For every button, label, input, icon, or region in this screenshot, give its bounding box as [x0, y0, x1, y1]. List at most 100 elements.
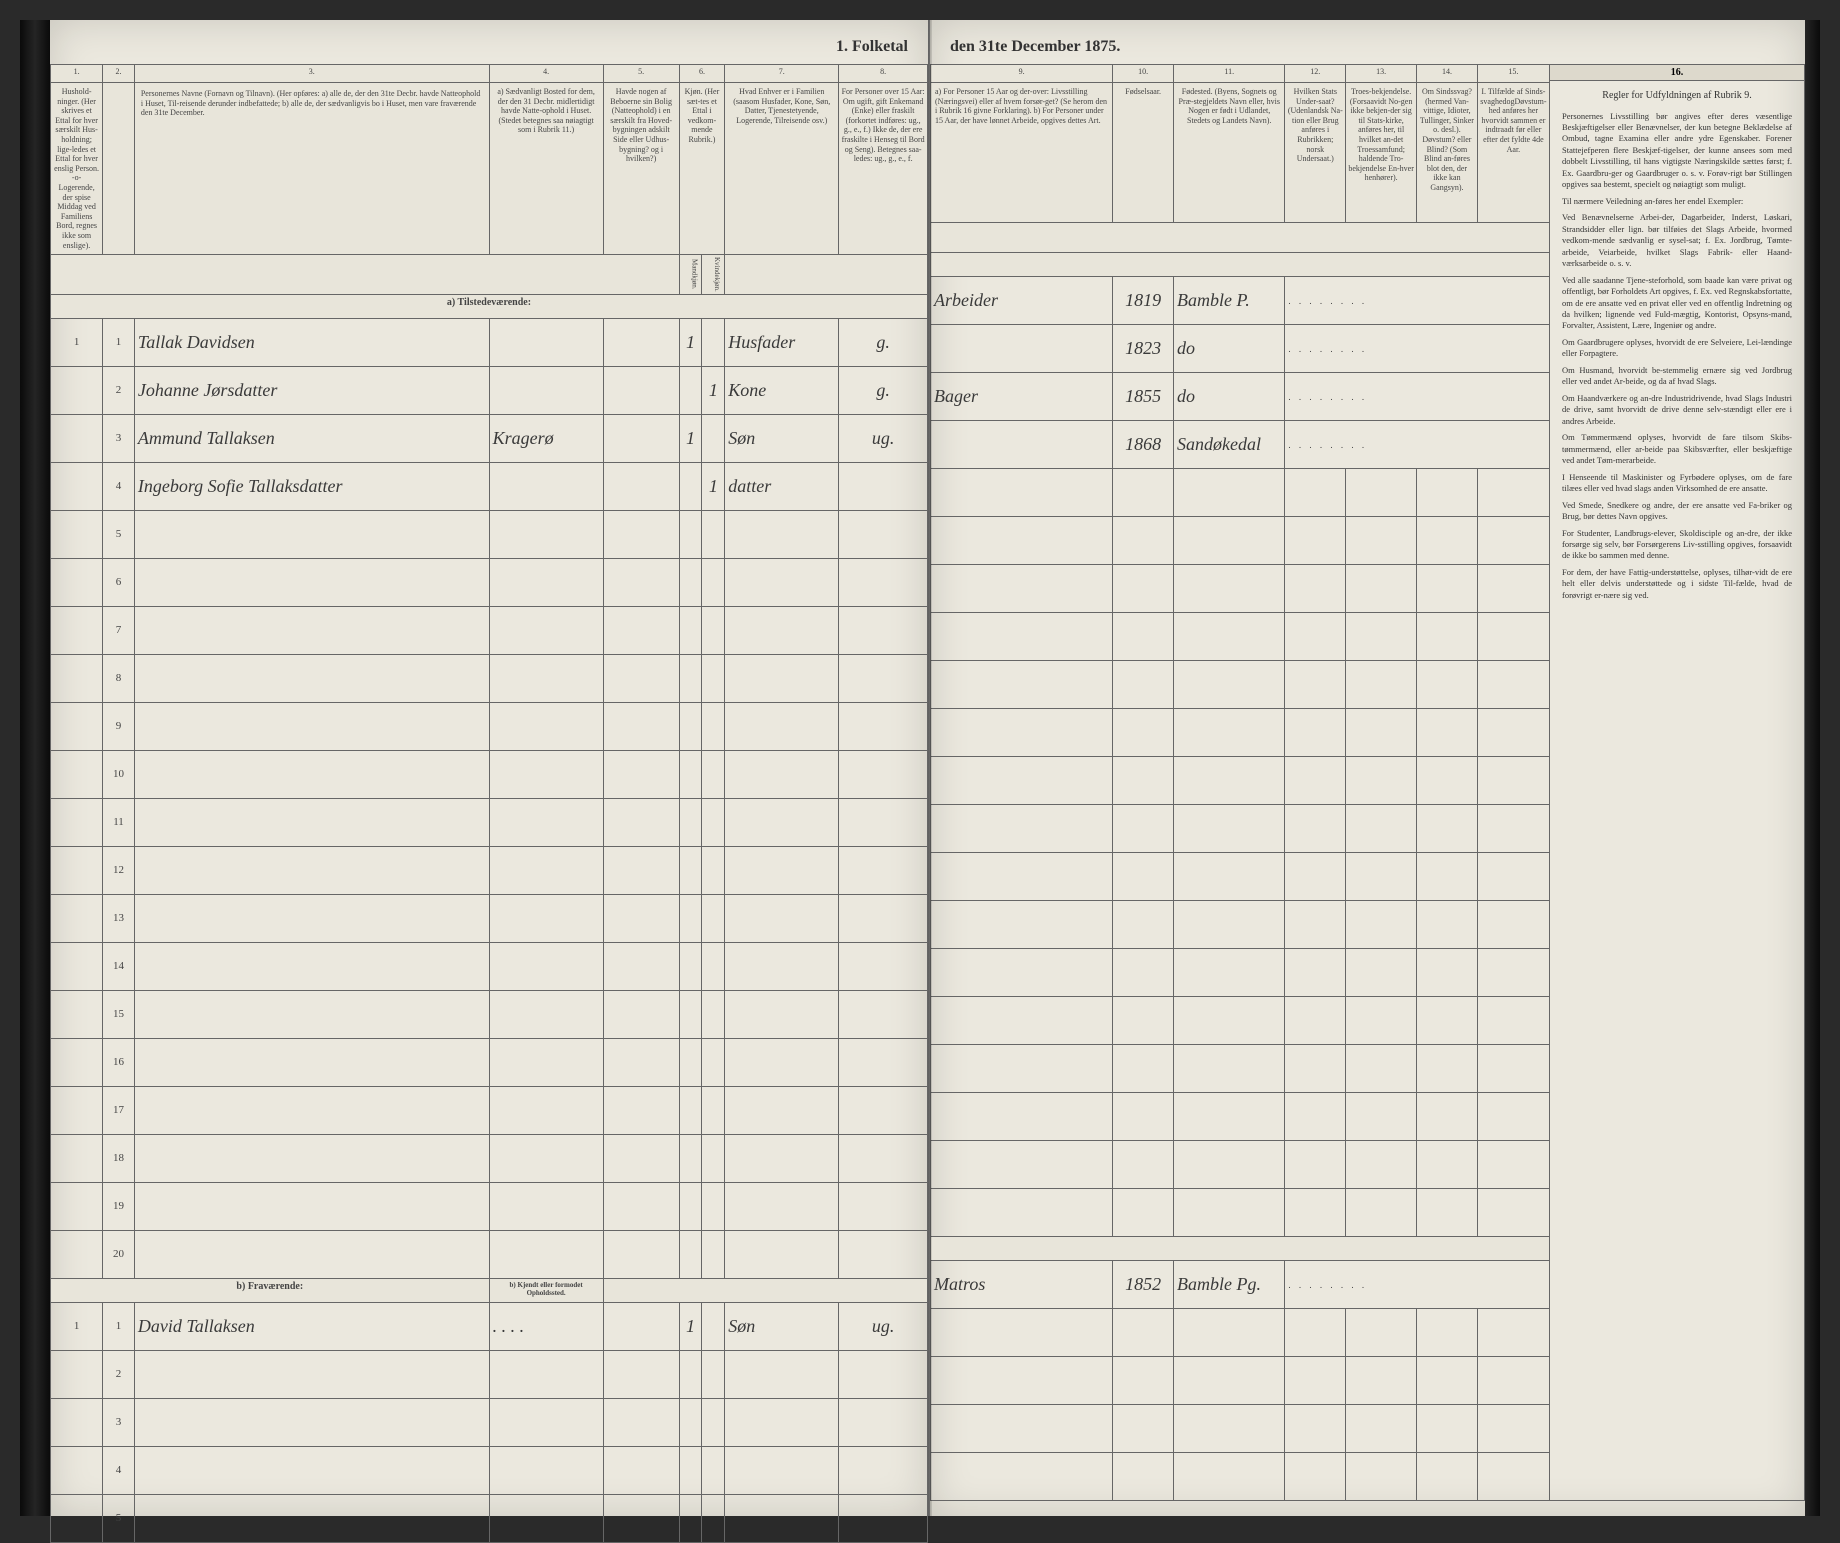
header-description-row: Hushold-ninger. (Her skrives et Ettal fo…: [51, 83, 928, 255]
empty-row: 5: [51, 1494, 928, 1542]
empty-row: 9: [51, 702, 928, 750]
cell-c5: [603, 318, 679, 366]
person-name: David Tallaksen: [134, 1302, 489, 1350]
section-a-label: a) Tilstedeværende:: [51, 294, 928, 318]
cell-birthplace: Bamble Pg.: [1174, 1261, 1285, 1309]
household-num: 1: [51, 318, 103, 366]
header-6: Kjøn. (Her sæt-tes et Ettal i vedkom-men…: [679, 83, 725, 255]
header-5: Havde nogen af Beboerne sin Bolig (Natte…: [603, 83, 679, 255]
empty-row: [931, 469, 1550, 517]
empty-row: [931, 613, 1550, 661]
page-left: 1. Folketal 1. 2. 3. 4. 5. 6. 7. 8. Hush…: [50, 20, 930, 1516]
col-8: 8.: [839, 65, 928, 83]
header-6b: Kvindekjøn.: [702, 255, 725, 295]
table-row: 2 Johanne Jørsdatter 1 Kone g.: [51, 366, 928, 414]
ledger-table-left: 1. 2. 3. 4. 5. 6. 7. 8. Hushold-ninger. …: [50, 64, 928, 1543]
col-7: 7.: [725, 65, 839, 83]
cell-male: 1: [679, 318, 702, 366]
cell-c5: [603, 462, 679, 510]
empty-row: 13: [51, 894, 928, 942]
page-right: den 31te December 1875. 9. 10. 11. 12. 1…: [930, 20, 1805, 1516]
cell-marital: g.: [839, 318, 928, 366]
col-14: 14.: [1417, 65, 1478, 83]
table-row: Arbeider 1819 Bamble P. . . . . . . . .: [931, 277, 1550, 325]
empty-row: 18: [51, 1134, 928, 1182]
person-num: 1: [103, 1302, 135, 1350]
header-11: Fødested. (Byens, Sognets og Præ-stegjel…: [1174, 83, 1285, 223]
header-description-row-right: a) For Personer 15 Aar og der-over: Livs…: [931, 83, 1550, 223]
col-15: 15.: [1477, 65, 1549, 83]
cell-female: 1: [702, 462, 725, 510]
ledger-table-right: 9. 10. 11. 12. 13. 14. 15. a) For Person…: [930, 64, 1550, 1501]
empty-row: [931, 1309, 1550, 1357]
instr-p2: Til nærmere Veiledning an-føres her ende…: [1562, 196, 1792, 207]
cell-occupation: Bager: [931, 373, 1113, 421]
col-4: 4.: [489, 65, 603, 83]
col-2: 2.: [103, 65, 135, 83]
instructions-panel: Regler for Udfyldningen af Rubrik 9. Per…: [1550, 81, 1804, 614]
cell-male: 1: [679, 1302, 702, 1350]
col-1: 1.: [51, 65, 103, 83]
col-5: 5.: [603, 65, 679, 83]
col-16: 16.: [1550, 65, 1804, 81]
cell-c5: [603, 414, 679, 462]
subheader-row: Mandkjøn. Kvindekjøn.: [51, 255, 928, 295]
header-10: Fødselsaar.: [1113, 83, 1174, 223]
instr-p10: Ved Smede, Snedkere og andre, der ere an…: [1562, 500, 1792, 523]
empty-row: [931, 565, 1550, 613]
header-12: Hvilken Stats Under-saat? (Udenlandsk Na…: [1285, 83, 1346, 223]
empty-row: 17: [51, 1086, 928, 1134]
table-row: 1 1 David Tallaksen . . . . 1 Søn ug.: [51, 1302, 928, 1350]
empty-row: 16: [51, 1038, 928, 1086]
cell-relation: Søn: [725, 414, 839, 462]
empty-row: 2: [51, 1350, 928, 1398]
cell-dots: . . . . . . . .: [1285, 325, 1550, 373]
cell-occupation: [931, 421, 1113, 469]
instr-p12: For dem, der have Fattig-understøttelse,…: [1562, 567, 1792, 601]
header-15: I. Tilfælde af Sinds-svaghedogDøvstum-he…: [1477, 83, 1549, 223]
empty-row: 14: [51, 942, 928, 990]
cell-dots: . . . . . . . .: [1285, 373, 1550, 421]
col-11: 11.: [1174, 65, 1285, 83]
col-9: 9.: [931, 65, 1113, 83]
header-13: Troes-bekjendelse. (Forsaavidt No-gen ik…: [1346, 83, 1417, 223]
cell-relation: datter: [725, 462, 839, 510]
cell-birthplace: Bamble P.: [1174, 277, 1285, 325]
cell-relation: Husfader: [725, 318, 839, 366]
table-row: 4 Ingeborg Sofie Tallaksdatter 1 datter: [51, 462, 928, 510]
empty-row: 3: [51, 1398, 928, 1446]
cell-birthyear: 1855: [1113, 373, 1174, 421]
cell-birthyear: 1819: [1113, 277, 1174, 325]
col-6: 6.: [679, 65, 725, 83]
header-9: a) For Personer 15 Aar og der-over: Livs…: [931, 83, 1113, 223]
person-num: 4: [103, 462, 135, 510]
table-row: Bager 1855 do . . . . . . . .: [931, 373, 1550, 421]
person-name: Tallak Davidsen: [134, 318, 489, 366]
empty-row: [931, 805, 1550, 853]
instr-p6: Om Husmand, hvorvidt be-stemmelig ernære…: [1562, 365, 1792, 388]
empty-row: 19: [51, 1182, 928, 1230]
col-10: 10.: [1113, 65, 1174, 83]
instr-p1: Personernes Livsstilling bør angives eft…: [1562, 111, 1792, 191]
person-num: 2: [103, 366, 135, 414]
cell-marital: [839, 462, 928, 510]
cell-c4: [489, 318, 603, 366]
empty-row: 11: [51, 798, 928, 846]
cell-birthplace: do: [1174, 373, 1285, 421]
page-title-left: 1. Folketal: [50, 20, 928, 64]
empty-row: [931, 1093, 1550, 1141]
book-spine: [928, 20, 932, 1516]
page-title-right: den 31te December 1875.: [930, 20, 1805, 64]
cell-relation: Søn: [725, 1302, 839, 1350]
instr-p8: Om Tømmermænd oplyses, hvorvidt de fare …: [1562, 432, 1792, 466]
empty-row: 20: [51, 1230, 928, 1278]
table-row: 1 1 Tallak Davidsen 1 Husfader g.: [51, 318, 928, 366]
person-name: Ammund Tallaksen: [134, 414, 489, 462]
household-num: [51, 414, 103, 462]
person-name: Johanne Jørsdatter: [134, 366, 489, 414]
empty-row: [931, 517, 1550, 565]
cell-dots: . . . . . . . .: [1285, 1261, 1550, 1309]
cell-c4: Kragerø: [489, 414, 603, 462]
cell-occupation: Matros: [931, 1261, 1113, 1309]
cell-male: [679, 462, 702, 510]
